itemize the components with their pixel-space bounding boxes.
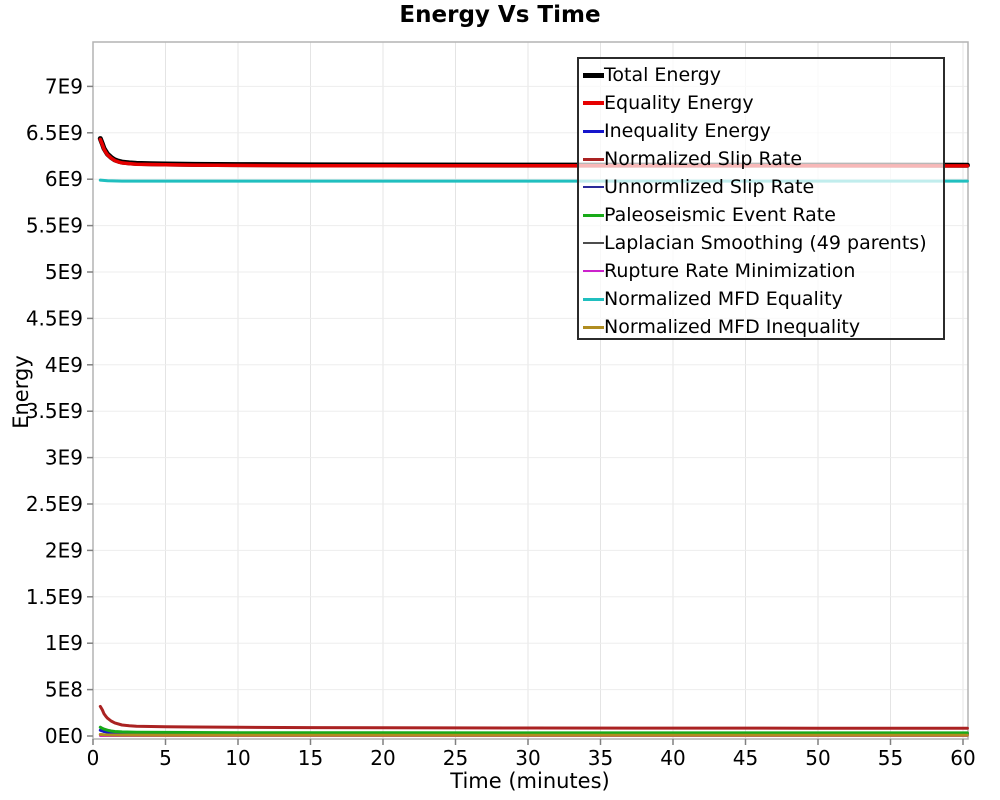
legend-label-total-energy: Total Energy bbox=[604, 64, 721, 86]
legend-item-inequality-energy: Inequality Energy bbox=[579, 117, 943, 145]
y-tick-label: 5.5E9 bbox=[26, 214, 83, 238]
legend-label-inequality-energy: Inequality Energy bbox=[604, 120, 771, 142]
legend-label-paleoseismic-event-rate: Paleoseismic Event Rate bbox=[604, 204, 836, 226]
plot-border bbox=[92, 41, 969, 740]
y-tick-label: 2.5E9 bbox=[26, 492, 83, 516]
legend-swatch-total-energy bbox=[583, 72, 604, 78]
legend-item-total-energy: Total Energy bbox=[579, 61, 943, 89]
x-tick-label: 0 bbox=[87, 746, 100, 770]
legend-swatch-normalized-mfd-inequality bbox=[583, 325, 604, 329]
y-tick-label: 6.5E9 bbox=[26, 121, 83, 145]
legend-label-normalized-mfd-equality: Normalized MFD Equality bbox=[604, 288, 843, 310]
legend-swatch-normalized-slip-rate bbox=[583, 157, 604, 161]
y-tick-label: 6E9 bbox=[45, 167, 83, 191]
x-tick-label: 40 bbox=[660, 746, 685, 770]
legend-swatch-laplacian-smoothing bbox=[583, 242, 604, 244]
y-tick-label: 4E9 bbox=[45, 353, 83, 377]
x-axis-title: Time (minutes) bbox=[450, 769, 610, 793]
y-tick-label: 5E9 bbox=[45, 260, 83, 284]
legend-swatch-paleoseismic-event-rate bbox=[583, 213, 604, 217]
x-tick-label: 10 bbox=[225, 746, 250, 770]
series-line-normalized-mfd-equality bbox=[98, 178, 969, 183]
y-tick-label: 4.5E9 bbox=[26, 306, 83, 330]
y-tick-label: 0E0 bbox=[45, 724, 83, 748]
x-tick-label: 30 bbox=[515, 746, 540, 770]
y-tick-label: 1.5E9 bbox=[26, 585, 83, 609]
legend-item-rupture-rate-minimization: Rupture Rate Minimization bbox=[579, 257, 943, 285]
series-line-normalized-slip-rate bbox=[98, 704, 969, 730]
series-line-normalized-mfd-inequality bbox=[98, 732, 969, 737]
legend-box: Total Energy Equality Energy Inequality En… bbox=[577, 57, 945, 340]
legend-swatch-normalized-mfd-equality bbox=[583, 297, 604, 301]
legend-item-paleoseismic-event-rate: Paleoseismic Event Rate bbox=[579, 201, 943, 229]
x-tick-label: 50 bbox=[805, 746, 830, 770]
y-tick-label: 3.5E9 bbox=[26, 399, 83, 423]
x-tick-label: 25 bbox=[443, 746, 468, 770]
y-tick-label: 5E8 bbox=[45, 678, 83, 702]
legend-swatch-equality-energy bbox=[583, 101, 604, 105]
legend-item-laplacian-smoothing: Laplacian Smoothing (49 parents) bbox=[579, 229, 943, 257]
x-tick-label: 20 bbox=[370, 746, 395, 770]
x-tick-label: 55 bbox=[878, 746, 903, 770]
legend-swatch-rupture-rate-minimization bbox=[583, 269, 604, 273]
x-tick-label: 45 bbox=[733, 746, 758, 770]
x-tick-label: 60 bbox=[950, 746, 975, 770]
x-tick-label: 35 bbox=[588, 746, 613, 770]
legend-item-unnormalized-slip-rate: Unnormlized Slip Rate bbox=[579, 173, 943, 201]
y-tick-label: 3E9 bbox=[45, 446, 83, 470]
legend-label-rupture-rate-minimization: Rupture Rate Minimization bbox=[604, 260, 856, 282]
legend-item-normalized-slip-rate: Normalized Slip Rate bbox=[579, 145, 943, 173]
chart-title: Energy Vs Time bbox=[399, 2, 601, 28]
x-tick-label: 5 bbox=[159, 746, 172, 770]
legend-label-normalized-mfd-inequality: Normalized MFD Inequality bbox=[604, 316, 861, 338]
y-tick-label: 1E9 bbox=[45, 631, 83, 655]
legend-label-laplacian-smoothing: Laplacian Smoothing (49 parents) bbox=[604, 232, 927, 254]
legend-item-equality-energy: Equality Energy bbox=[579, 89, 943, 117]
legend-swatch-unnormalized-slip-rate bbox=[583, 186, 604, 188]
series-line-paleoseismic-event-rate bbox=[98, 725, 969, 735]
y-tick-label: 2E9 bbox=[45, 538, 83, 562]
legend-label-normalized-slip-rate: Normalized Slip Rate bbox=[604, 148, 803, 170]
legend-item-normalized-mfd-equality: Normalized MFD Equality bbox=[579, 285, 943, 313]
legend-label-unnormalized-slip-rate: Unnormlized Slip Rate bbox=[604, 176, 815, 198]
legend-label-equality-energy: Equality Energy bbox=[604, 92, 754, 114]
legend-swatch-inequality-energy bbox=[583, 129, 604, 133]
x-tick-label: 15 bbox=[298, 746, 323, 770]
series-line-equality-energy bbox=[98, 137, 970, 168]
legend-item-normalized-mfd-inequality: Normalized MFD Inequality bbox=[579, 313, 943, 341]
y-tick-label: 7E9 bbox=[45, 74, 83, 98]
